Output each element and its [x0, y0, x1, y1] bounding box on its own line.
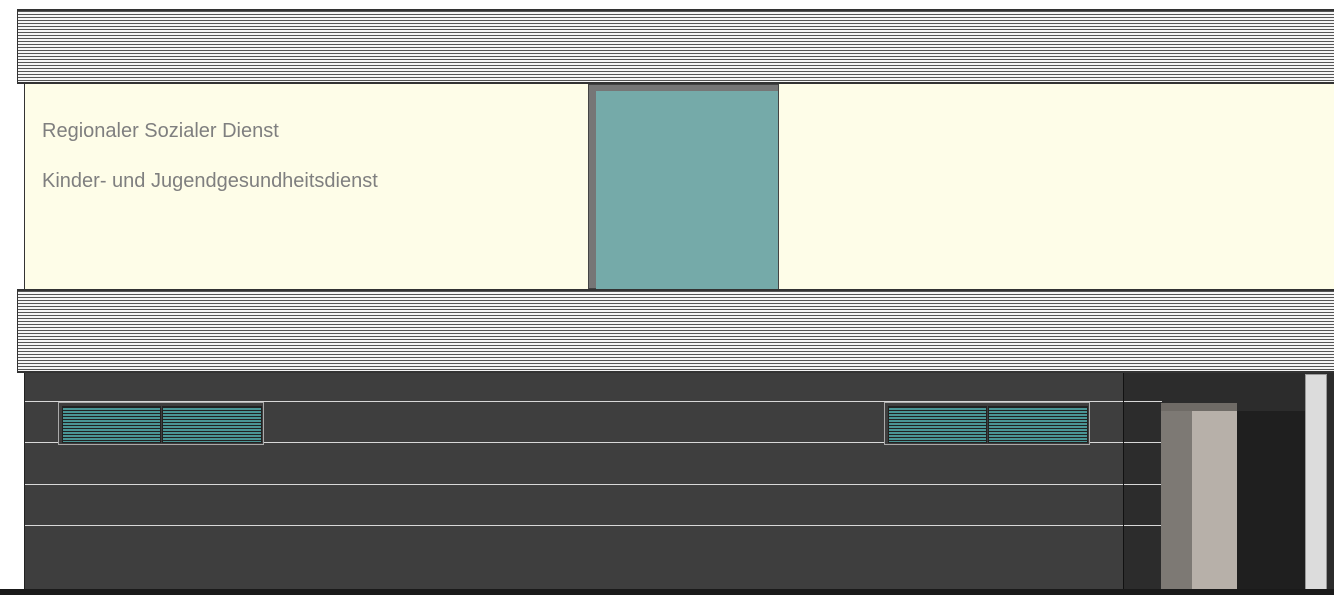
window-glass — [596, 91, 778, 289]
door-panel — [1192, 411, 1237, 595]
entrance-glass — [1237, 411, 1305, 595]
sign-regionaler-sozialer-dienst: Regionaler Sozialer Dienst — [42, 120, 279, 142]
vent-pane — [62, 406, 161, 443]
sign-kinder-und-jugendgesundheitsdienst: Kinder- und Jugendgesundheitsdienst — [42, 170, 378, 192]
wall-line — [25, 401, 1124, 402]
ground-line — [0, 589, 1334, 595]
middle-cladding-band — [17, 289, 1334, 373]
ventilation-window-left — [58, 402, 264, 445]
wall-line — [1124, 525, 1162, 526]
vent-pane — [888, 406, 987, 443]
door-head — [1161, 403, 1237, 411]
wall-line — [25, 442, 1334, 443]
upper-cladding-band — [17, 9, 1334, 84]
wall-line — [1124, 484, 1162, 485]
wall-line — [1124, 442, 1162, 443]
vent-pane — [988, 406, 1088, 443]
ventilation-window-right — [884, 402, 1090, 445]
light-post — [1305, 374, 1327, 595]
vent-pane — [162, 406, 262, 443]
wall-line — [25, 484, 1334, 485]
wall-line — [1124, 401, 1162, 402]
wall-line — [25, 525, 1334, 526]
